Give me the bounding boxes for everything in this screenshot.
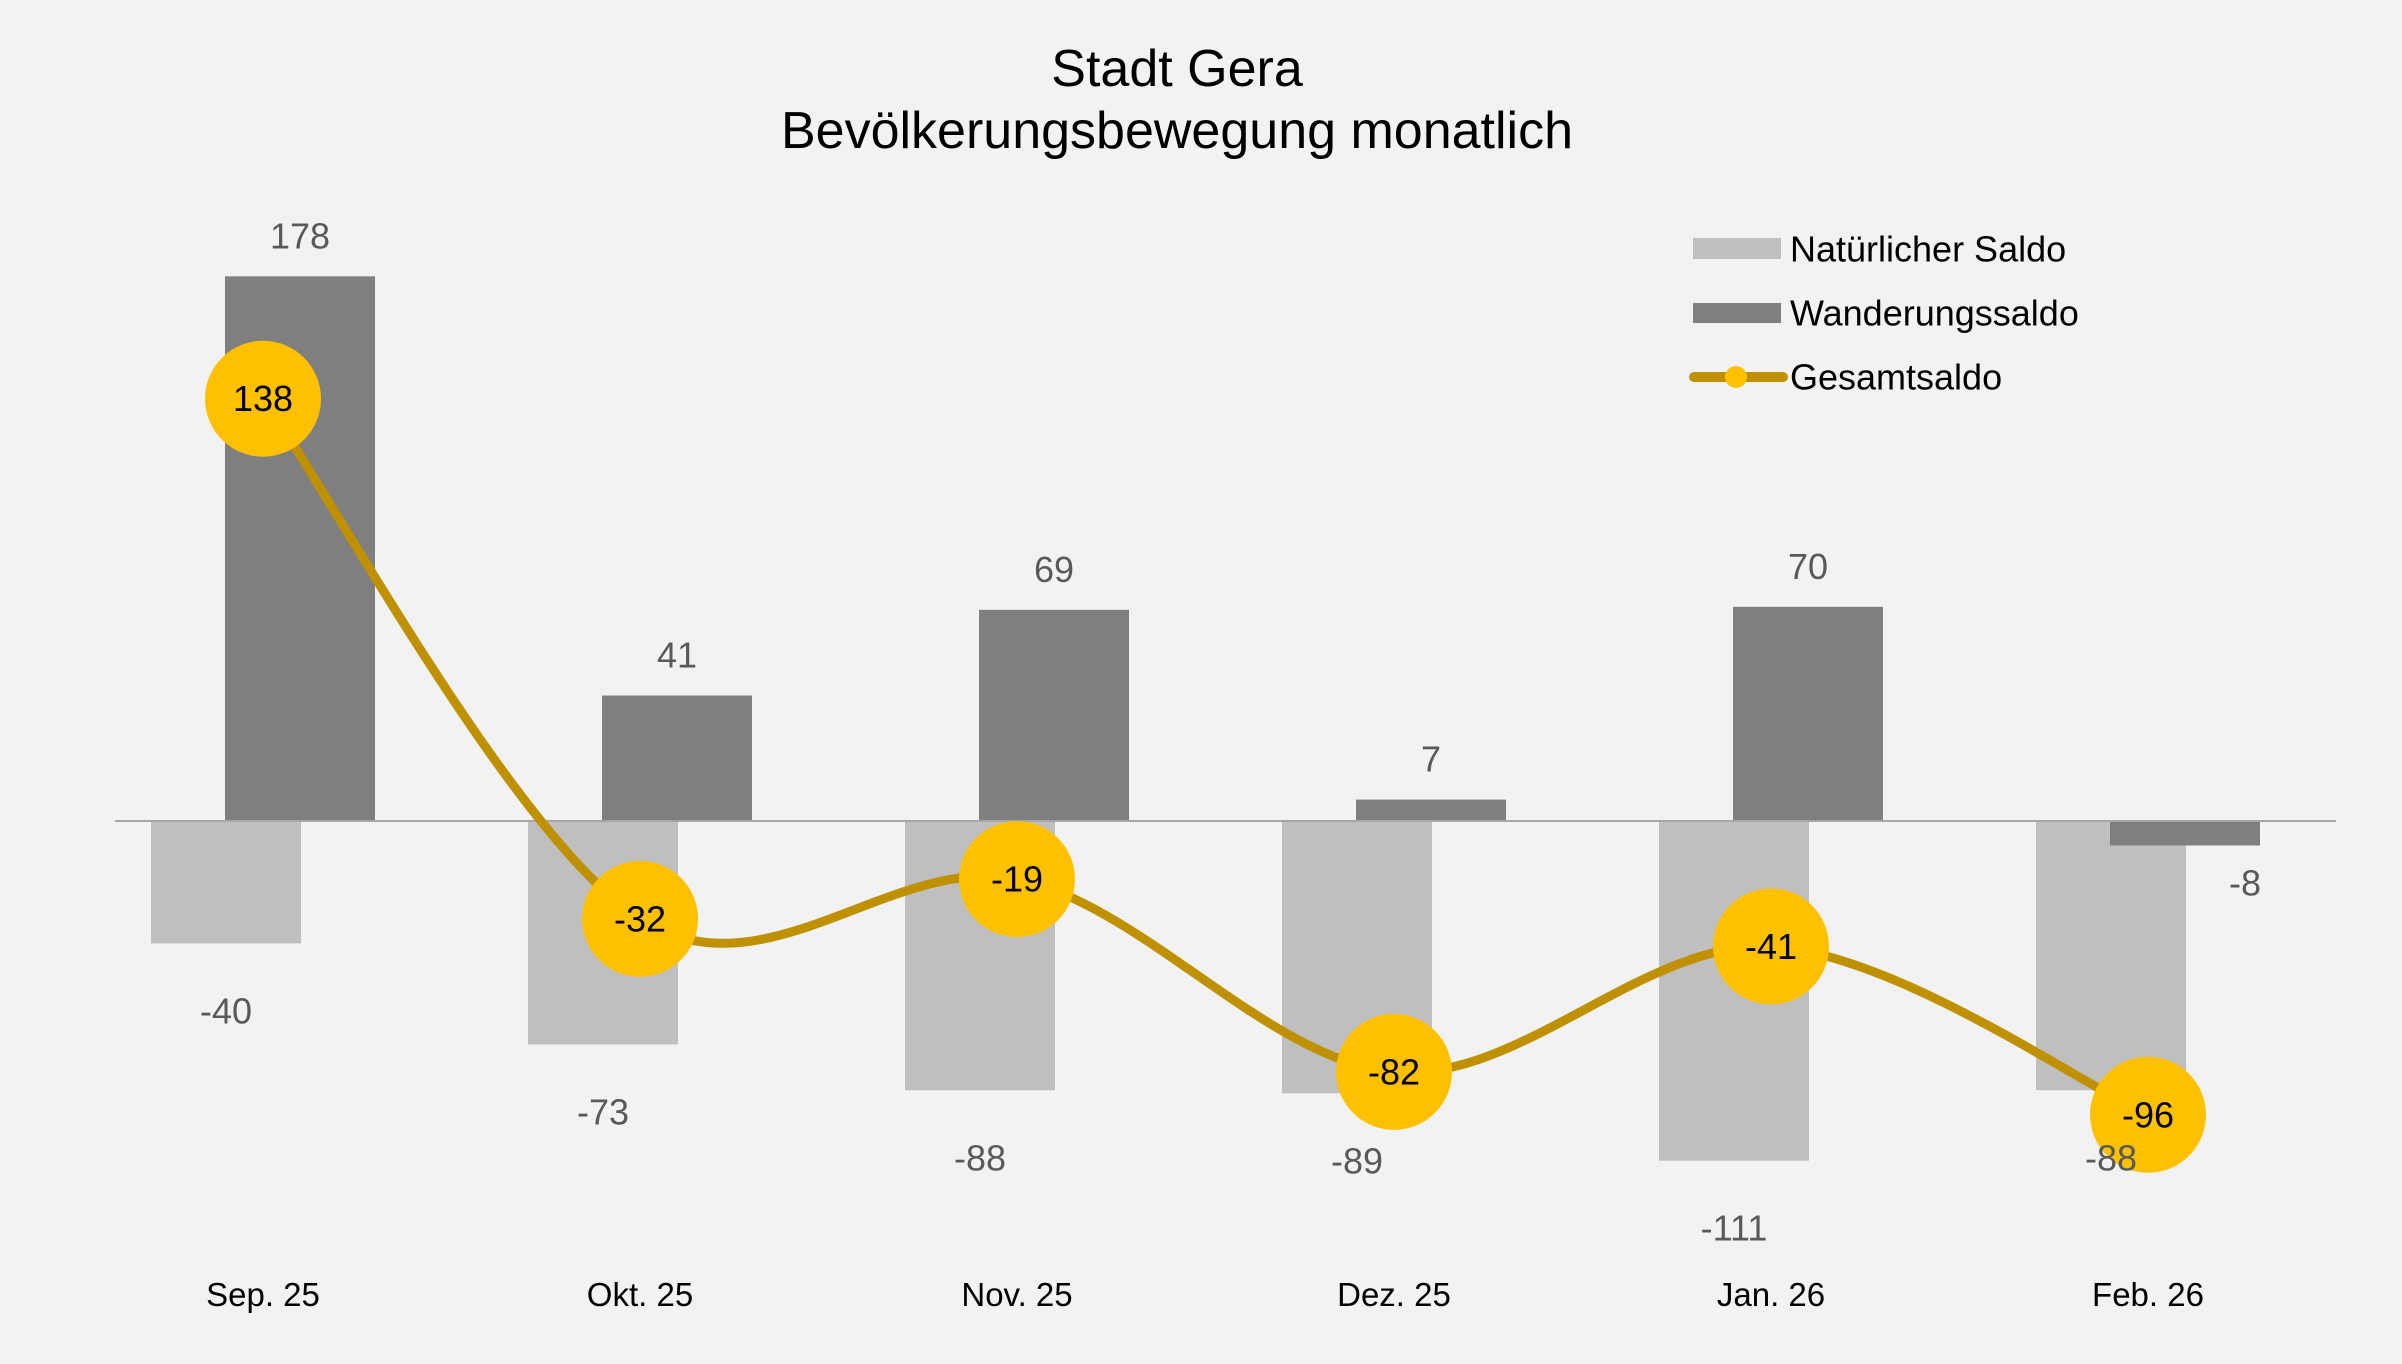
total-marker: [2090, 1056, 2206, 1173]
legend-swatch-total-marker: [1725, 366, 1747, 388]
label-migration: 178: [270, 215, 330, 256]
label-natural: -88: [2085, 1137, 2137, 1178]
legend: Natürlicher Saldo Wanderungssaldo Gesamt…: [1689, 229, 2079, 398]
category-label: Okt. 25: [587, 1276, 693, 1313]
label-migration: 41: [657, 635, 697, 676]
bar-migration: [1356, 799, 1506, 821]
label-total: -19: [991, 859, 1043, 900]
label-total: -82: [1368, 1051, 1420, 1092]
bar-migration: [1733, 606, 1883, 821]
bar-natural: [2036, 821, 2186, 1091]
total-marker: [1336, 1013, 1452, 1130]
legend-swatch-migration: [1693, 303, 1781, 323]
total-marker: [582, 860, 698, 977]
bar-migration: [602, 695, 752, 821]
label-natural: -73: [577, 1091, 629, 1132]
label-natural: -88: [954, 1137, 1006, 1178]
label-total: -32: [614, 898, 666, 939]
label-natural: -89: [1331, 1140, 1383, 1181]
category-label: Jan. 26: [1717, 1276, 1825, 1313]
chart-title-line2: Bevölkerungsbewegung monatlich: [781, 102, 1573, 160]
label-migration: 7: [1421, 739, 1441, 780]
legend-label-natural: Natürlicher Saldo: [1790, 229, 2066, 270]
chart-title-line1: Stadt Gera: [1051, 40, 1303, 98]
category-axis: Sep. 25 Okt. 25 Nov. 25 Dez. 25 Jan. 26 Feb. …: [206, 1276, 2204, 1313]
data-labels: -40 178 -73 41 -88 69 -89 7 -111 70 -88 -8: [200, 215, 2261, 1248]
category-label: Feb. 26: [2092, 1276, 2204, 1313]
label-natural: -111: [1701, 1208, 1768, 1249]
bar-natural: [151, 821, 301, 944]
total-marker: [959, 821, 1075, 938]
label-migration: 69: [1034, 549, 1074, 590]
category-label: Sep. 25: [206, 1276, 320, 1313]
label-total: -41: [1745, 926, 1797, 967]
total-line: 138 -32 -19 -82 -41 -96: [205, 340, 2206, 1173]
label-natural: -40: [200, 990, 252, 1031]
bars: [151, 276, 2260, 1161]
category-label: Nov. 25: [961, 1276, 1072, 1313]
bar-migration: [2110, 821, 2260, 846]
bar-migration: [979, 609, 1129, 821]
legend-swatch-natural: [1693, 238, 1781, 259]
label-migration: -8: [2229, 862, 2261, 903]
legend-label-migration: Wanderungssaldo: [1790, 293, 2079, 334]
label-migration: 70: [1788, 546, 1828, 587]
legend-label-total: Gesamtsaldo: [1790, 357, 2002, 398]
label-total: 138: [233, 378, 293, 419]
label-total: -96: [2122, 1094, 2174, 1135]
total-marker: [205, 340, 321, 457]
category-label: Dez. 25: [1337, 1276, 1451, 1313]
total-marker: [1713, 888, 1829, 1005]
